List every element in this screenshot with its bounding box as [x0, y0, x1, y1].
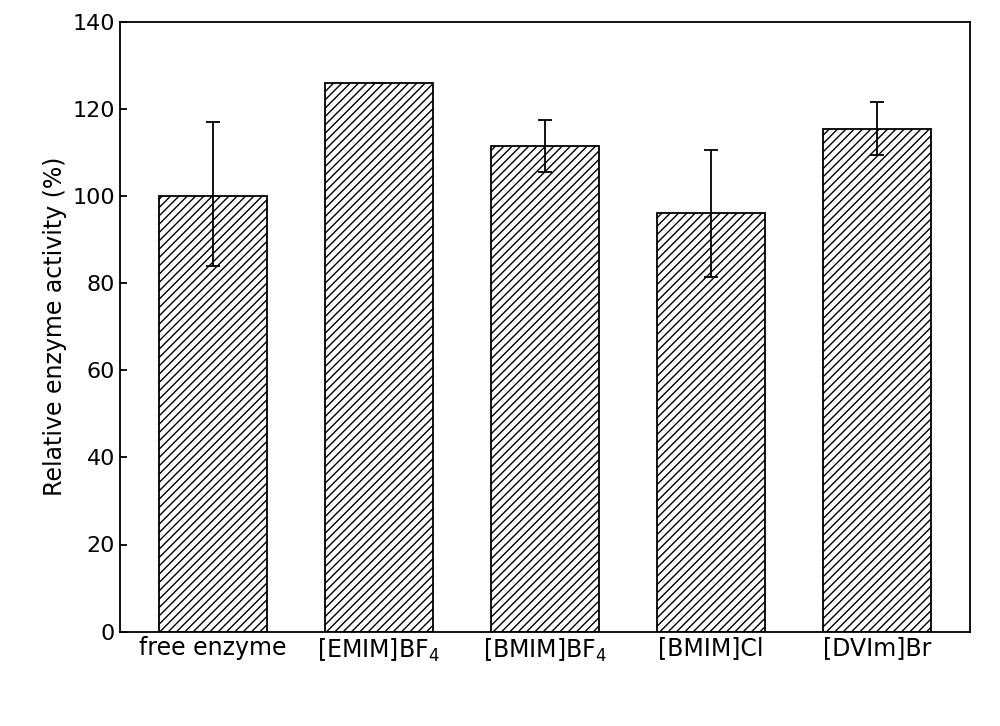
Bar [325, 83, 433, 632]
Bar [657, 213, 765, 632]
Bar [491, 146, 599, 632]
Bar [159, 196, 267, 632]
Bar [823, 129, 931, 632]
Y-axis label: Relative enzyme activity (%): Relative enzyme activity (%) [43, 157, 67, 497]
